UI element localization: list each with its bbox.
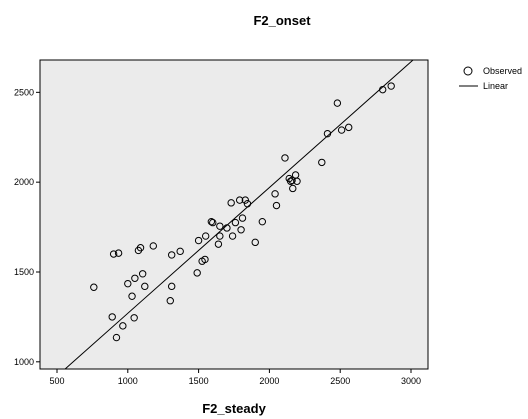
data-point: [272, 201, 281, 210]
data-point: [108, 313, 116, 321]
y-tick-label: 1500: [14, 267, 34, 277]
data-point: [112, 333, 121, 342]
data-point: [167, 282, 176, 291]
data-point: [289, 184, 297, 193]
data-point: [114, 249, 123, 257]
data-point: [201, 255, 209, 264]
legend-linear-label: Linear: [483, 81, 508, 91]
fit-line: [64, 59, 414, 370]
data-point: [235, 196, 244, 204]
x-tick-label: 2000: [259, 376, 279, 386]
data-point: [216, 222, 224, 230]
legend-observed-marker: [463, 66, 473, 76]
x-tick-label: 1500: [189, 376, 209, 386]
data-point: [333, 99, 342, 107]
data-point: [258, 217, 267, 226]
data-point: [124, 279, 132, 288]
data-point: [207, 217, 216, 226]
data-point: [128, 292, 136, 300]
data-point: [131, 274, 139, 282]
data-point: [227, 199, 235, 207]
data-point: [387, 82, 395, 90]
fit-line-layer: [64, 59, 414, 370]
data-point: [378, 85, 387, 94]
data-point: [166, 297, 174, 305]
data-point: [209, 218, 217, 227]
data-point: [281, 154, 289, 162]
data-point: [237, 226, 245, 234]
legend: Observed Linear: [459, 66, 522, 91]
data-point: [119, 322, 127, 330]
data-point: [194, 236, 203, 245]
data-point: [318, 158, 326, 167]
data-point: [293, 177, 301, 185]
data-point: [231, 218, 240, 227]
plot-area: [40, 60, 428, 369]
data-point: [214, 240, 223, 248]
data-point: [271, 190, 279, 198]
plot-frame: [39, 59, 429, 370]
data-point: [323, 129, 332, 138]
data-point: [167, 251, 176, 259]
data-point: [241, 196, 250, 204]
y-tick-label: 2000: [14, 177, 34, 187]
data-point: [238, 214, 247, 222]
data-point: [251, 238, 259, 247]
data-point: [228, 232, 237, 240]
legend-observed-label: Observed: [483, 66, 522, 76]
data-points-layer: [90, 82, 395, 342]
x-axis-label: F2_steady: [202, 401, 266, 416]
x-tick-label: 2500: [330, 376, 350, 386]
x-tick-label: 1000: [118, 376, 138, 386]
data-point: [193, 269, 201, 277]
data-point: [141, 282, 149, 291]
data-point: [243, 200, 252, 208]
data-point: [176, 247, 184, 256]
y-tick-label: 1000: [14, 357, 34, 367]
data-point: [149, 242, 157, 250]
y-axis: 1000 1500 2000 2500: [14, 87, 40, 367]
data-point: [138, 270, 147, 278]
data-point: [288, 176, 296, 185]
data-point: [130, 314, 138, 322]
x-tick-label: 3000: [401, 376, 421, 386]
data-point: [223, 224, 231, 232]
data-point: [136, 244, 145, 252]
data-point: [337, 126, 346, 134]
data-point: [345, 123, 353, 132]
data-point: [216, 232, 224, 240]
chart-title: F2_onset: [253, 13, 311, 28]
data-point: [90, 283, 98, 291]
x-tick-label: 500: [49, 376, 64, 386]
data-point: [201, 232, 210, 240]
data-point: [109, 250, 118, 258]
y-tick-label: 2500: [14, 87, 34, 97]
x-axis: 500 1000 1500 2000 2500 3000: [49, 369, 421, 386]
